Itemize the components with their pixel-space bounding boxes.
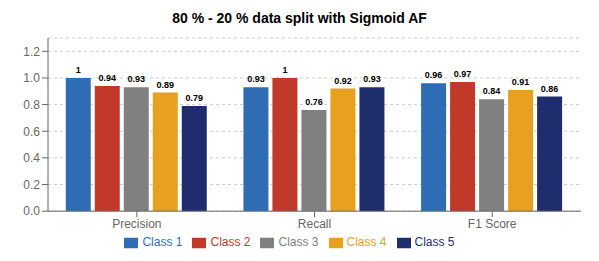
svg-text:Precision: Precision [112,217,161,231]
html-text:Class 1: Class 1 [142,235,183,250]
svg-text:0.84: 0.84 [483,86,501,96]
svg-text:0.92: 0.92 [334,76,352,86]
html-text:Class 4: Class 4 [346,235,387,250]
svg-text:1: 1 [76,65,81,75]
svg-text:0.93: 0.93 [128,74,146,84]
html-text:80 % - 20 % data split with Si: 80 % - 20 % data split with Sigmoid AF [172,10,427,26]
svg-text:0.93: 0.93 [363,74,381,84]
svg-text:0.86: 0.86 [541,84,559,94]
svg-text:Recall: Recall [298,217,331,231]
svg-text:0.91: 0.91 [512,77,530,87]
svg-text:0.2: 0.2 [23,178,40,192]
svg-text:0.0: 0.0 [23,204,40,218]
svg-text:0.93: 0.93 [247,74,265,84]
svg-text:0.89: 0.89 [157,80,175,90]
svg-text:1: 1 [282,65,287,75]
html-text:Class 2: Class 2 [210,235,251,250]
svg-text:0.8: 0.8 [23,98,40,112]
svg-text:0.79: 0.79 [186,93,204,103]
svg-text:F1 Score: F1 Score [468,217,517,231]
svg-text:0.76: 0.76 [305,97,323,107]
svg-text:0.4: 0.4 [23,151,40,165]
svg-text:1.0: 1.0 [23,71,40,85]
html-text:Class 5: Class 5 [414,235,455,250]
svg-text:0.97: 0.97 [454,69,472,79]
svg-text:0.96: 0.96 [425,70,443,80]
html-text:Class 3: Class 3 [278,235,319,250]
svg-text:1.2: 1.2 [23,45,40,59]
svg-text:0.6: 0.6 [23,125,40,139]
svg-text:0.94: 0.94 [99,73,117,83]
